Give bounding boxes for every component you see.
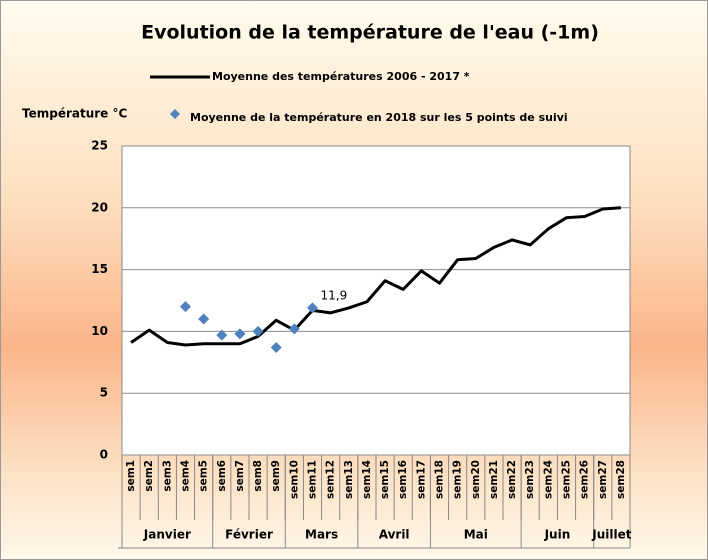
x-tick-label: sem23 bbox=[524, 460, 536, 499]
group-label: Juillet bbox=[591, 528, 631, 542]
group-label: Avril bbox=[379, 528, 410, 542]
x-tick-label: sem7 bbox=[234, 460, 246, 492]
y-tick-label: 10 bbox=[91, 324, 108, 338]
x-tick-label: sem2 bbox=[143, 460, 155, 492]
x-tick-label: sem12 bbox=[325, 460, 337, 499]
x-tick-label: sem13 bbox=[343, 460, 355, 499]
legend-label: Moyenne des températures 2006 - 2017 * bbox=[212, 70, 470, 83]
x-tick-label: sem9 bbox=[270, 460, 282, 492]
y-tick-label: 20 bbox=[91, 200, 108, 214]
x-tick-label: sem14 bbox=[361, 460, 373, 499]
group-label: Février bbox=[225, 528, 273, 542]
x-tick-label: sem18 bbox=[434, 460, 446, 499]
scatter-point bbox=[234, 328, 246, 340]
group-label: Janvier bbox=[143, 528, 191, 542]
x-tick-label: sem25 bbox=[561, 460, 573, 499]
scatter-point bbox=[180, 301, 191, 313]
x-tick-label: sem3 bbox=[161, 460, 173, 492]
x-tick-label: sem26 bbox=[579, 460, 591, 499]
x-tick-label: sem20 bbox=[470, 460, 482, 499]
x-tick-label: sem28 bbox=[615, 460, 627, 499]
line-series bbox=[130, 206, 622, 347]
x-tick-label: sem22 bbox=[506, 460, 518, 499]
scatter-point bbox=[198, 313, 210, 325]
scatter-point bbox=[288, 323, 300, 335]
x-tick-label: sem16 bbox=[397, 460, 409, 499]
y-axis-label: Température °C bbox=[22, 107, 127, 121]
x-tick-label: sem6 bbox=[216, 460, 228, 492]
x-tick-label: sem4 bbox=[180, 460, 192, 492]
legend-marker bbox=[170, 109, 180, 119]
scatter-point bbox=[270, 341, 282, 353]
legend-label: Moyenne de la température en 2018 sur le… bbox=[190, 111, 568, 124]
chart-title: Evolution de la température de l'eau (-1… bbox=[141, 22, 599, 44]
group-label: Mai bbox=[464, 528, 488, 542]
x-tick-label: sem5 bbox=[198, 460, 210, 492]
x-tick-label: sem27 bbox=[597, 460, 609, 499]
scatter-point bbox=[252, 325, 264, 337]
scatter-point bbox=[216, 329, 228, 341]
x-tick-label: sem8 bbox=[252, 460, 264, 492]
y-tick-label: 5 bbox=[100, 386, 108, 400]
group-label: Juin bbox=[544, 528, 571, 542]
x-tick-label: sem17 bbox=[415, 460, 427, 499]
plot-area bbox=[121, 145, 631, 456]
x-tick-label: sem24 bbox=[542, 460, 554, 499]
scatter-point bbox=[307, 302, 318, 314]
x-tick-label: sem19 bbox=[452, 460, 464, 499]
x-tick-label: sem21 bbox=[488, 460, 500, 499]
x-tick-label: sem11 bbox=[307, 460, 319, 499]
x-tick-label: sem10 bbox=[288, 460, 300, 499]
x-tick-label: sem1 bbox=[125, 460, 137, 492]
x-tick-label: sem15 bbox=[379, 460, 391, 499]
y-tick-label: 25 bbox=[91, 139, 108, 153]
y-tick-label: 0 bbox=[100, 448, 108, 462]
group-label: Mars bbox=[305, 528, 338, 542]
y-tick-label: 15 bbox=[91, 262, 108, 276]
data-label: 11,9 bbox=[321, 288, 348, 302]
